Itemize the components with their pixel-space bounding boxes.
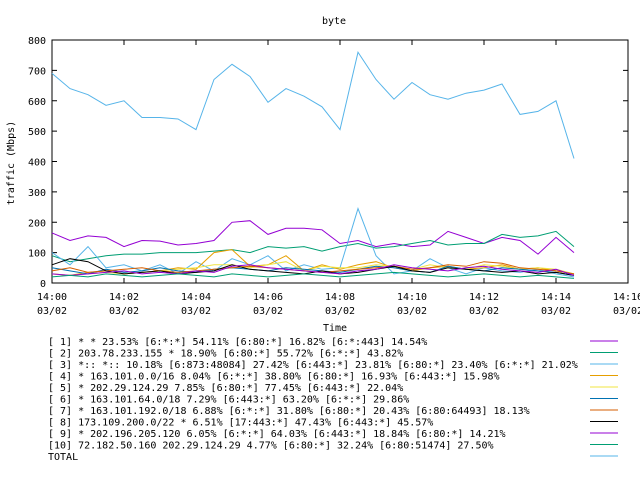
legend-label: [10] 72.182.50.160 202.29.124.29 4.77% [… — [48, 441, 494, 452]
x-tick-label-date: 03/02 — [253, 306, 283, 317]
x-tick-label-time: 14:08 — [325, 292, 355, 303]
x-tick-label-date: 03/02 — [109, 306, 139, 317]
y-tick-label: 700 — [28, 66, 46, 77]
x-tick-label-time: 14:06 — [253, 292, 283, 303]
legend-label: [ 5] * 202.29.124.29 7.85% [6:80:*] 77.4… — [48, 383, 403, 394]
legend-label: TOTAL — [48, 452, 78, 463]
y-axis: 0 100 200 300 400 500 600 700 800 — [28, 36, 628, 290]
y-tick-label: 200 — [28, 218, 46, 229]
series-line-3 — [51, 207, 575, 278]
y-tick-label: 400 — [28, 158, 46, 169]
y-tick-label: 300 — [28, 188, 46, 199]
x-tick-label-date: 03/02 — [325, 306, 355, 317]
y-tick-label: 500 — [28, 127, 46, 138]
x-tick-label-time: 14:12 — [469, 292, 499, 303]
x-tick-label-date: 03/02 — [541, 306, 571, 317]
series-line-2 — [51, 230, 575, 263]
chart-title: byte — [322, 16, 346, 27]
legend-label: [ 2] 203.78.233.155 * 18.90% [6:80:*] 55… — [48, 349, 403, 360]
x-tick-label-time: 14:00 — [37, 292, 67, 303]
legend-label: [ 9] * 202.196.205.120 6.05% [6:*:*] 64.… — [48, 429, 506, 440]
legend-label: [ 3] *:: *:: 10.18% [6:873:48084] 27.42%… — [48, 360, 578, 371]
y-tick-label: 600 — [28, 97, 46, 108]
x-tick-label-date: 03/02 — [397, 306, 427, 317]
x-tick-label-date: 03/02 — [37, 306, 67, 317]
x-axis-label: Time — [323, 323, 347, 334]
legend-label: [ 1] * * 23.53% [6:*:*] 54.11% [6:80:*] … — [48, 337, 427, 348]
series-line-8 — [51, 258, 575, 276]
legend: [ 1] * * 23.53% [6:*:*] 54.11% [6:80:*] … — [48, 337, 618, 463]
y-tick-label: 800 — [28, 36, 46, 47]
y-tick-label: 100 — [28, 249, 46, 260]
series-lines — [51, 50, 575, 279]
x-tick-label-time: 14:16 — [613, 292, 640, 303]
series-line-9 — [51, 264, 575, 276]
series-line-10 — [51, 271, 575, 279]
x-tick-label-time: 14:02 — [109, 292, 139, 303]
x-tick-label-date: 03/02 — [613, 306, 640, 317]
legend-label: [ 8] 173.109.200.0/22 * 6.51% [17:443:*]… — [48, 418, 433, 429]
x-tick-label-time: 14:14 — [541, 292, 571, 303]
y-tick-label: 0 — [40, 279, 46, 290]
x-tick-label-time: 14:04 — [181, 292, 211, 303]
series-line-6 — [51, 265, 575, 276]
x-tick-label-time: 14:10 — [397, 292, 427, 303]
x-axis: 14:00 03/02 14:02 03/02 14:04 03/02 14:06 03/02… — [37, 40, 640, 317]
series-line-11 — [51, 50, 575, 159]
x-tick-label-date: 03/02 — [181, 306, 211, 317]
legend-label: [ 6] * 163.101.64.0/18 7.29% [6:443:*] 6… — [48, 395, 409, 406]
legend-label: [ 4] * 163.101.0.0/16 8.04% [6:*:*] 38.8… — [48, 372, 500, 383]
x-tick-label-date: 03/02 — [469, 306, 499, 317]
y-axis-label: traffic (Mbps) — [6, 121, 17, 205]
legend-label: [ 7] * 163.101.192.0/18 6.88% [6:*:*] 31… — [48, 406, 530, 417]
